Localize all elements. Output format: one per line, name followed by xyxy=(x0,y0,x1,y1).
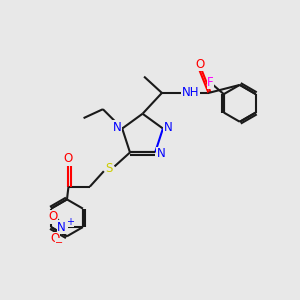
Text: O: O xyxy=(48,210,57,223)
Text: O: O xyxy=(195,58,204,70)
Text: NH: NH xyxy=(182,86,200,99)
Text: O: O xyxy=(64,152,73,165)
Text: −: − xyxy=(55,238,63,248)
Text: N: N xyxy=(157,147,166,161)
Text: N: N xyxy=(164,121,172,134)
Text: O: O xyxy=(50,232,59,245)
Text: S: S xyxy=(106,162,113,175)
Text: F: F xyxy=(207,76,214,89)
Text: +: + xyxy=(66,217,74,227)
Text: N: N xyxy=(112,121,121,134)
Text: N: N xyxy=(57,220,66,234)
